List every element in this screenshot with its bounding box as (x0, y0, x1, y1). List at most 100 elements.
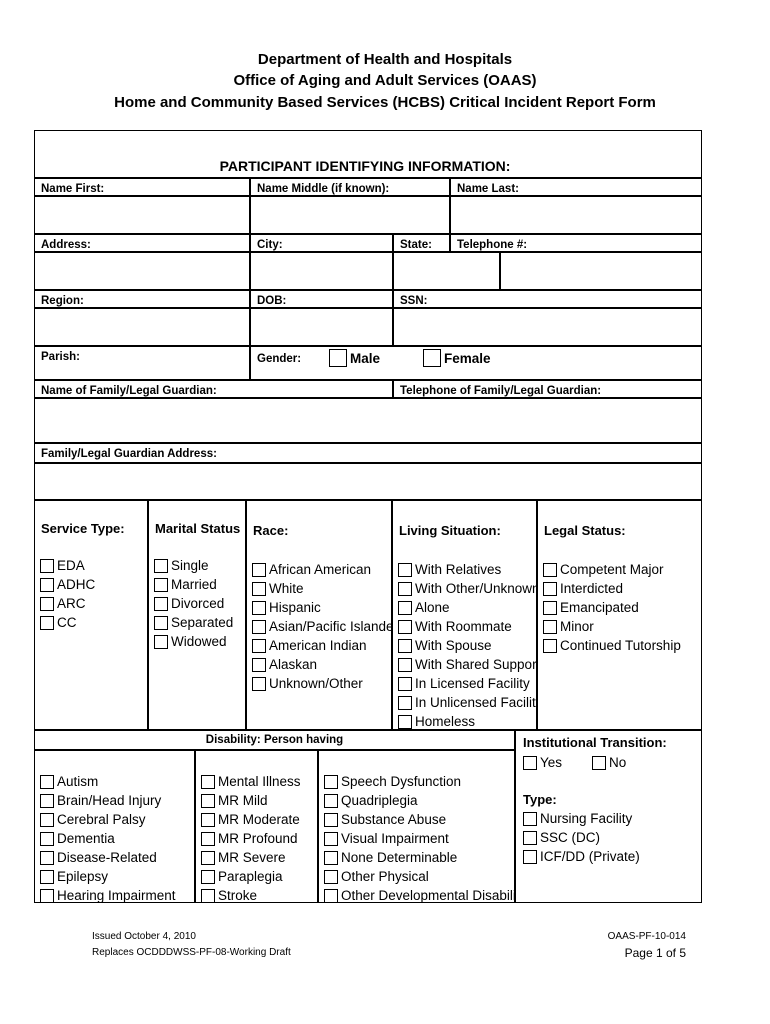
checkbox-option[interactable]: With Roommate (398, 617, 536, 636)
checkbox[interactable] (324, 793, 338, 808)
checkbox-option[interactable]: With Relatives (398, 560, 536, 579)
checkbox-option[interactable]: ADHC (40, 575, 147, 594)
checkbox[interactable] (329, 349, 347, 367)
checkbox-option[interactable]: Other Physical (324, 867, 514, 886)
checkbox-option[interactable]: Dementia (40, 829, 194, 848)
checkbox-option[interactable]: With Spouse (398, 636, 536, 655)
checkbox-option[interactable]: Cerebral Palsy (40, 810, 194, 829)
region-field[interactable] (34, 308, 250, 346)
checkbox[interactable] (398, 638, 412, 653)
checkbox[interactable] (423, 349, 441, 367)
checkbox-option[interactable]: Alaskan (252, 655, 391, 674)
checkbox-option[interactable]: Autism (40, 772, 194, 791)
checkbox[interactable] (201, 850, 215, 865)
checkbox-option[interactable]: Married (154, 575, 245, 594)
checkbox[interactable] (154, 596, 168, 611)
checkbox-option[interactable]: Widowed (154, 632, 245, 651)
telephone-field[interactable] (500, 252, 702, 290)
checkbox[interactable] (40, 558, 54, 573)
checkbox[interactable] (398, 676, 412, 691)
address-field[interactable] (34, 252, 250, 290)
checkbox-option[interactable]: Separated (154, 613, 245, 632)
checkbox[interactable] (40, 774, 54, 789)
checkbox-option[interactable]: Minor (543, 617, 701, 636)
checkbox-option[interactable]: MR Moderate (201, 810, 317, 829)
transition-no-option[interactable]: No (592, 753, 626, 772)
checkbox-option[interactable]: Interdicted (543, 579, 701, 598)
checkbox[interactable] (398, 600, 412, 615)
guardian-name-field[interactable] (34, 398, 702, 443)
checkbox[interactable] (154, 615, 168, 630)
checkbox[interactable] (40, 577, 54, 592)
checkbox-option[interactable]: Single (154, 556, 245, 575)
checkbox-option[interactable]: Visual Impairment (324, 829, 514, 848)
checkbox[interactable] (543, 619, 557, 634)
checkbox[interactable] (398, 657, 412, 672)
checkbox-option[interactable]: Emancipated (543, 598, 701, 617)
checkbox-option[interactable]: In Licensed Facility (398, 674, 536, 693)
checkbox[interactable] (40, 615, 54, 630)
gender-male-option[interactable]: Male (329, 349, 380, 367)
state-field[interactable] (393, 252, 500, 290)
checkbox-option[interactable]: Epilepsy (40, 867, 194, 886)
ssn-field[interactable] (393, 308, 702, 346)
checkbox[interactable] (324, 831, 338, 846)
checkbox-option[interactable]: None Determinable (324, 848, 514, 867)
checkbox[interactable] (324, 869, 338, 884)
checkbox-option[interactable]: MR Mild (201, 791, 317, 810)
checkbox[interactable] (398, 619, 412, 634)
checkbox[interactable] (201, 793, 215, 808)
checkbox[interactable] (201, 812, 215, 827)
checkbox-option[interactable]: Disease-Related (40, 848, 194, 867)
checkbox[interactable] (252, 581, 266, 596)
checkbox[interactable] (252, 676, 266, 691)
name-first-field[interactable] (34, 196, 250, 234)
checkbox[interactable] (40, 596, 54, 611)
checkbox-option[interactable]: Divorced (154, 594, 245, 613)
checkbox-option[interactable]: Quadriplegia (324, 791, 514, 810)
checkbox[interactable] (523, 849, 537, 864)
checkbox-option[interactable]: Other Developmental Disability (324, 886, 514, 905)
checkbox[interactable] (324, 888, 338, 903)
checkbox[interactable] (154, 558, 168, 573)
checkbox-option[interactable]: Alone (398, 598, 536, 617)
name-middle-field[interactable] (250, 196, 450, 234)
checkbox-option[interactable]: SSC (DC) (523, 828, 640, 847)
checkbox[interactable] (201, 869, 215, 884)
checkbox[interactable] (324, 850, 338, 865)
checkbox[interactable] (154, 634, 168, 649)
checkbox[interactable] (543, 638, 557, 653)
checkbox-option[interactable]: In Unlicensed Facility (398, 693, 536, 712)
checkbox[interactable] (543, 562, 557, 577)
checkbox[interactable] (40, 869, 54, 884)
city-field[interactable] (250, 252, 393, 290)
checkbox-option[interactable]: MR Profound (201, 829, 317, 848)
checkbox-option[interactable]: Substance Abuse (324, 810, 514, 829)
checkbox-option[interactable]: Stroke (201, 886, 317, 905)
checkbox[interactable] (201, 774, 215, 789)
gender-female-option[interactable]: Female (423, 349, 491, 367)
checkbox-option[interactable]: CC (40, 613, 147, 632)
checkbox[interactable] (40, 831, 54, 846)
checkbox[interactable] (40, 793, 54, 808)
checkbox[interactable] (523, 811, 537, 826)
checkbox[interactable] (40, 888, 54, 903)
checkbox-option[interactable]: Unknown/Other (252, 674, 391, 693)
checkbox[interactable] (252, 657, 266, 672)
checkbox-option[interactable]: ARC (40, 594, 147, 613)
checkbox-option[interactable]: Asian/Pacific Islander (252, 617, 391, 636)
checkbox[interactable] (252, 562, 266, 577)
checkbox[interactable] (324, 774, 338, 789)
checkbox[interactable] (324, 812, 338, 827)
checkbox[interactable] (252, 638, 266, 653)
checkbox-option[interactable]: African American (252, 560, 391, 579)
checkbox-option[interactable]: Hearing Impairment (40, 886, 194, 905)
checkbox-option[interactable]: With Other/Unknown (398, 579, 536, 598)
checkbox[interactable] (592, 755, 607, 770)
checkbox[interactable] (398, 581, 412, 596)
checkbox-option[interactable]: White (252, 579, 391, 598)
checkbox-option[interactable]: American Indian (252, 636, 391, 655)
guardian-address-field[interactable] (34, 463, 702, 500)
checkbox[interactable] (252, 619, 266, 634)
checkbox-option[interactable]: Hispanic (252, 598, 391, 617)
